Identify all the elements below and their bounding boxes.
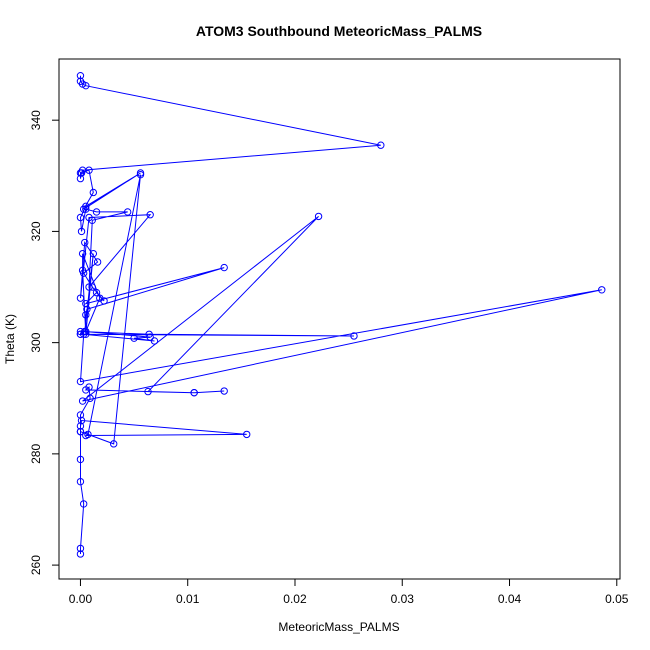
y-axis-label: Theta (K) [3, 314, 17, 364]
y-tick-label: 300 [29, 332, 43, 352]
data-point [150, 337, 159, 345]
data-point [86, 394, 94, 402]
data-point [76, 477, 85, 486]
data-point [82, 202, 90, 211]
data-point [85, 166, 93, 174]
data-point [78, 249, 87, 258]
data-point [243, 430, 251, 439]
x-tick-label: 0.04 [498, 592, 522, 606]
data-point [78, 397, 87, 405]
data-point [76, 71, 85, 80]
data-point [89, 188, 98, 197]
series-line [78, 75, 602, 554]
data-point [110, 440, 118, 448]
x-tick-label: 0.05 [605, 592, 629, 606]
data-point [76, 422, 85, 430]
data-point [76, 213, 85, 222]
data-point [146, 333, 154, 341]
data-point [377, 141, 385, 149]
data-point [76, 174, 85, 183]
data-point [220, 263, 228, 272]
series-group [76, 71, 606, 558]
data-point [314, 212, 323, 221]
data-point [130, 334, 138, 342]
data-point [350, 332, 358, 340]
x-tick-label: 0.01 [176, 592, 200, 606]
data-point [89, 249, 98, 258]
data-point [96, 294, 104, 302]
data-point [220, 387, 228, 395]
y-tick-label: 340 [29, 110, 43, 130]
data-point [76, 544, 85, 553]
data-point [123, 208, 132, 216]
data-point [76, 455, 85, 464]
data-point [81, 238, 89, 247]
x-tick-label: 0.02 [283, 592, 307, 606]
data-point [79, 500, 88, 508]
data-point [598, 286, 606, 294]
data-point [78, 266, 87, 275]
y-tick-label: 260 [29, 555, 43, 575]
data-point [92, 208, 101, 216]
x-axis: 0.00 0.01 0.02 0.03 0.04 0.05 [69, 578, 629, 606]
data-point [79, 330, 88, 338]
data-point [82, 205, 90, 213]
x-tick-label: 0.03 [391, 592, 415, 606]
data-point [92, 288, 101, 297]
data-point [146, 211, 154, 219]
data-point [82, 311, 90, 319]
data-point [76, 377, 85, 386]
y-axis: 260 280 300 320 340 [29, 110, 60, 575]
data-point [144, 387, 152, 396]
y-tick-label: 280 [29, 444, 43, 464]
data-point [85, 213, 93, 222]
x-axis-label: MeteoricMass_PALMS [278, 620, 399, 634]
data-point [82, 300, 90, 308]
data-point [93, 258, 102, 266]
data-point [85, 383, 93, 391]
x-tick-label: 0.00 [69, 592, 93, 606]
chart-title: ATOM3 Southbound MeteoricMass_PALMS [196, 23, 482, 39]
data-point [76, 411, 85, 419]
data-point [77, 227, 86, 236]
data-point [190, 388, 198, 397]
data-point [76, 427, 85, 436]
data-point [77, 416, 86, 425]
data-point [76, 294, 85, 302]
data-point [76, 550, 85, 558]
y-tick-label: 320 [29, 221, 43, 241]
data-point [76, 169, 85, 177]
data-point [136, 170, 145, 179]
data-point [82, 431, 90, 440]
data-point [83, 305, 91, 313]
data-point [82, 81, 90, 90]
data-point [85, 283, 93, 291]
data-point [88, 283, 96, 291]
